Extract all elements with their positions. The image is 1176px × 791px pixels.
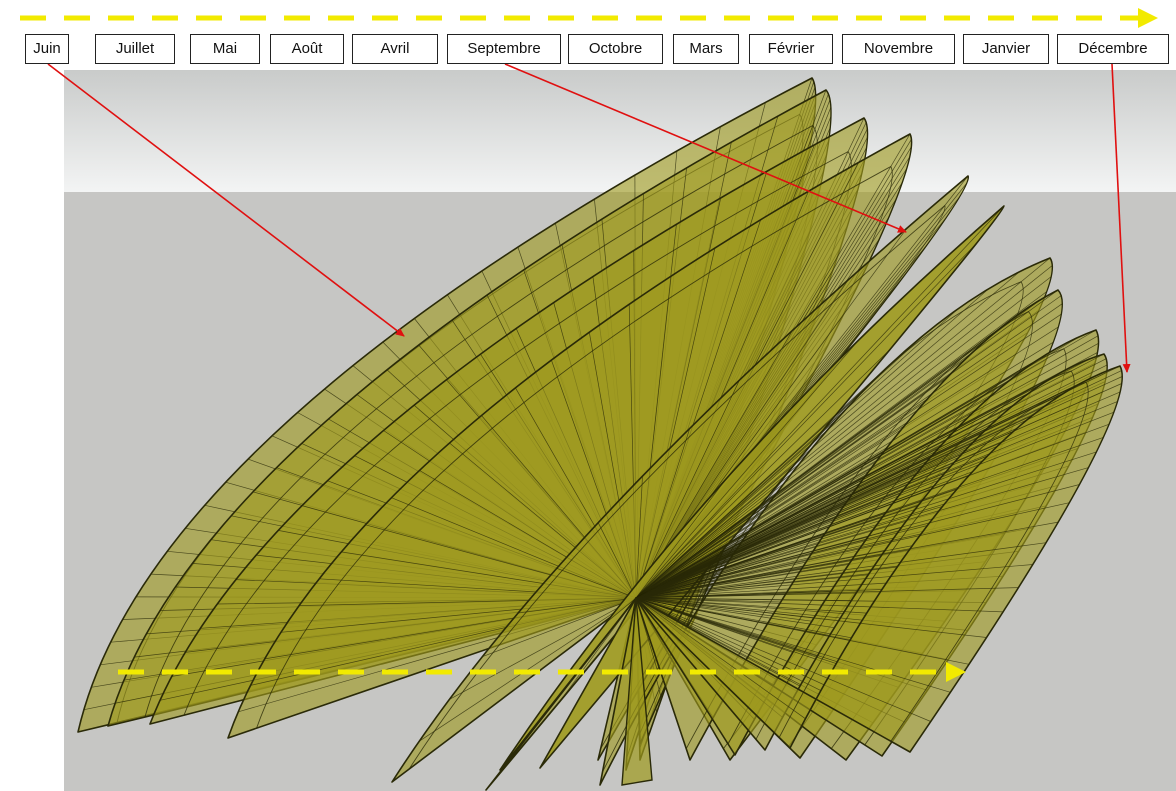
top-direction-arrow [20,8,1158,28]
month-label-juillet: Juillet [95,34,175,64]
arrows-layer [20,8,1158,682]
bottom-direction-arrow [118,662,966,682]
month-label-fevrier: Février [749,34,833,64]
month-label-novembre: Novembre [842,34,955,64]
month-label-juin: Juin [25,34,69,64]
sundial-surface [391,175,970,791]
month-label-janvier: Janvier [963,34,1049,64]
sundial-surfaces [77,77,1124,791]
arrow-septembre-to-surface [504,63,907,233]
arrow-juin-to-surface [47,63,405,337]
month-label-octobre: Octobre [568,34,663,64]
month-label-mai: Mai [190,34,260,64]
month-label-septembre: Septembre [447,34,561,64]
month-label-decembre: Décembre [1057,34,1169,64]
apex-fan [621,597,653,786]
month-label-avril: Avril [352,34,438,64]
sundial-surface [635,365,1124,753]
month-label-aout: Août [270,34,344,64]
month-label-mars: Mars [673,34,739,64]
arrow-decembre-to-surface [1111,63,1131,373]
sky-background [64,70,1176,192]
